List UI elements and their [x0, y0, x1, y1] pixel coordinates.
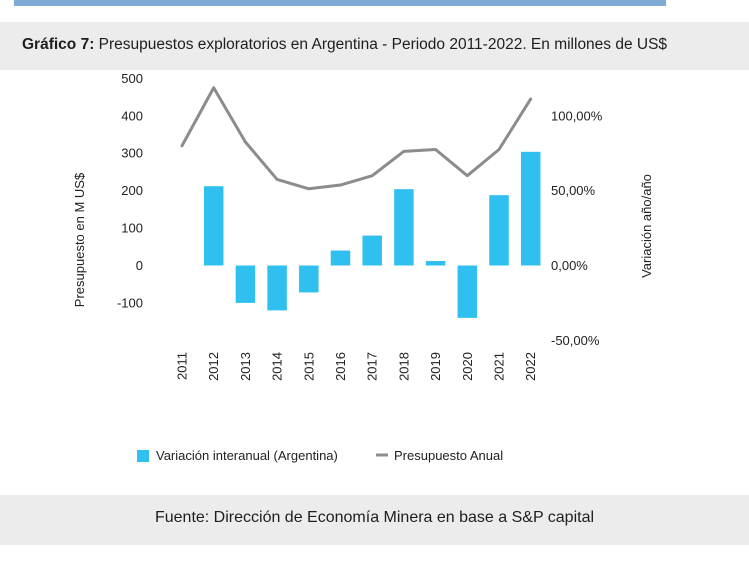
- right-axis-ticks: 100,00% 50,00% 0,00% -50,00%: [551, 108, 603, 347]
- left-tick-label: 200: [121, 183, 143, 198]
- right-tick-label: 50,00%: [551, 183, 596, 198]
- right-tick-label: 100,00%: [551, 108, 603, 123]
- right-axis-label: Variación año/año: [639, 174, 654, 278]
- bar-2012: [203, 186, 224, 266]
- left-axis-ticks: 500 400 300 200 100 0 -100: [117, 71, 143, 311]
- bar-2016: [330, 250, 351, 266]
- left-tick-label: 300: [121, 146, 143, 161]
- x-tick-2016: 2016: [333, 352, 348, 381]
- x-tick-2017: 2017: [365, 352, 380, 381]
- bar-2021: [489, 195, 509, 266]
- x-tick-2021: 2021: [492, 352, 507, 381]
- bar-series: [203, 151, 541, 318]
- bar-2019: [425, 261, 446, 266]
- left-tick-label: 0: [136, 258, 143, 273]
- bar-2014: [267, 265, 287, 311]
- left-tick-label: 100: [121, 221, 143, 236]
- x-tick-2015: 2015: [301, 352, 316, 381]
- bar-2018: [394, 189, 414, 266]
- bar-2015: [299, 265, 319, 293]
- chart-title: Gráfico 7: Presupuestos exploratorios en…: [22, 36, 667, 54]
- presupuesto-line: [180, 86, 533, 191]
- chart: 500 400 300 200 100 0 -100 100,00% 50,00% 0,00% -…: [72, 71, 654, 463]
- x-tick-2011: 2011: [175, 352, 190, 380]
- right-tick-label: -50,00%: [551, 333, 600, 348]
- left-tick-label: 500: [121, 71, 143, 86]
- x-tick-2013: 2013: [238, 352, 253, 381]
- bar-2020: [457, 265, 478, 318]
- x-tick-2022: 2022: [523, 352, 538, 381]
- footer: Fuente: Dirección de Economía Minera en …: [0, 495, 749, 545]
- x-tick-2018: 2018: [396, 352, 411, 381]
- top-rule-bar: [14, 0, 666, 6]
- left-tick-label: 400: [121, 108, 143, 123]
- x-tick-2012: 2012: [206, 352, 221, 381]
- bar-2017: [362, 235, 382, 266]
- source-note: Fuente: Dirección de Economía Minera en …: [154, 509, 595, 526]
- legend: Variación interanual (Argentina) Presupu…: [137, 448, 503, 463]
- bar-2022: [520, 151, 541, 266]
- legend-bar-swatch: [137, 450, 149, 462]
- chart-header: Gráfico 7: Presupuestos exploratorios en…: [0, 22, 749, 70]
- left-tick-label: -100: [117, 295, 143, 310]
- x-tick-2014: 2014: [270, 352, 285, 381]
- left-axis-label: Presupuesto en M US$: [72, 172, 87, 307]
- x-tick-2020: 2020: [460, 352, 475, 381]
- x-tick-2019: 2019: [428, 352, 443, 381]
- right-tick-label: 0,00%: [551, 258, 588, 273]
- legend-bar-label: Variación interanual (Argentina): [156, 448, 338, 463]
- chart-title-text: Presupuestos exploratorios en Argentina …: [94, 36, 668, 53]
- top-rule: [0, 0, 749, 8]
- legend-line-label: Presupuesto Anual: [394, 448, 503, 463]
- bar-2013: [235, 265, 256, 303]
- x-axis-ticks: 2011 2012 2013 2014 2015 2016 2017 2018 2019 2020…: [175, 352, 539, 381]
- chart-title-label: Gráfico 7:: [22, 36, 95, 53]
